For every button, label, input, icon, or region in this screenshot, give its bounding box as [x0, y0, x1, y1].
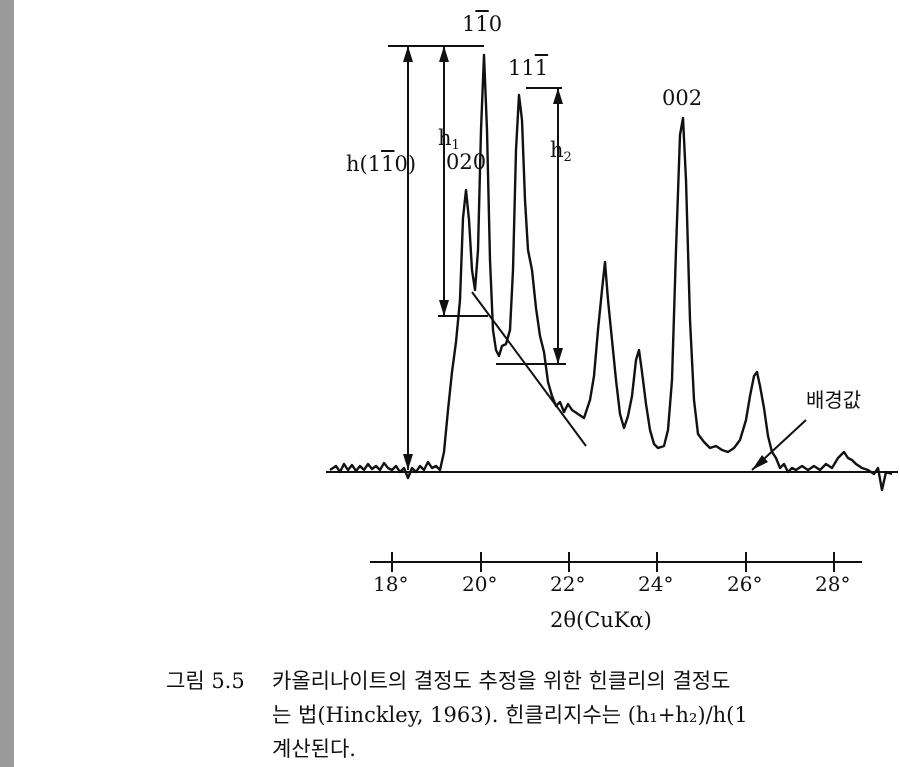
caption-line-1: 그림 5.5 카올리나이트의 결정도 추정을 위한 힌클리의 결정도 [166, 664, 900, 698]
x-tick-label-28: 28° [815, 572, 851, 596]
xrd-trace [329, 53, 893, 492]
tangent-line [471, 291, 587, 447]
h110-arrow-top [403, 46, 413, 62]
peak-label-002: 002 [662, 86, 703, 110]
h1-arrow-bottom [439, 300, 449, 316]
h1-label: h1 [438, 126, 460, 153]
h2-arrow-top [553, 88, 563, 104]
caption-line-2: 는 법(Hinckley, 1963). 힌클리지수는 (h₁+h₂)/h(1 [272, 703, 748, 727]
peak-label-020: 020 [446, 150, 487, 174]
peak-label-1-10: 110 [462, 12, 503, 36]
xrd-pattern-figure [326, 45, 898, 572]
h2-label: h2 [550, 138, 572, 165]
peak-label-11-1: 111 [508, 56, 549, 80]
x-tick-label-26: 26° [727, 572, 763, 596]
x-tick-label-18: 18° [373, 572, 409, 596]
h1-arrow-top [439, 46, 449, 62]
background-pointer-arrow [752, 455, 768, 470]
h2-arrow-bottom [553, 348, 563, 364]
caption-number: 그림 5.5 [166, 669, 245, 693]
x-tick-label-20: 20° [462, 572, 498, 596]
background-label: 배경값 [806, 388, 862, 412]
caption-line-3: 계산된다. [272, 737, 356, 761]
figure-caption: 그림 5.5 카올리나이트의 결정도 추정을 위한 힌클리의 결정도 는 법(Hi… [166, 664, 900, 766]
x-tick-label-22: 22° [550, 572, 586, 596]
caption-text-1: 카올리나이트의 결정도 추정을 위한 힌클리의 결정도 [272, 669, 731, 693]
page-edge-bar [0, 0, 14, 767]
h110-arrow-bottom [403, 454, 413, 470]
h110-label: h(110) [346, 152, 417, 176]
x-axis-label: 2θ(CuKα) [550, 608, 652, 632]
x-tick-label-24: 24° [638, 572, 674, 596]
